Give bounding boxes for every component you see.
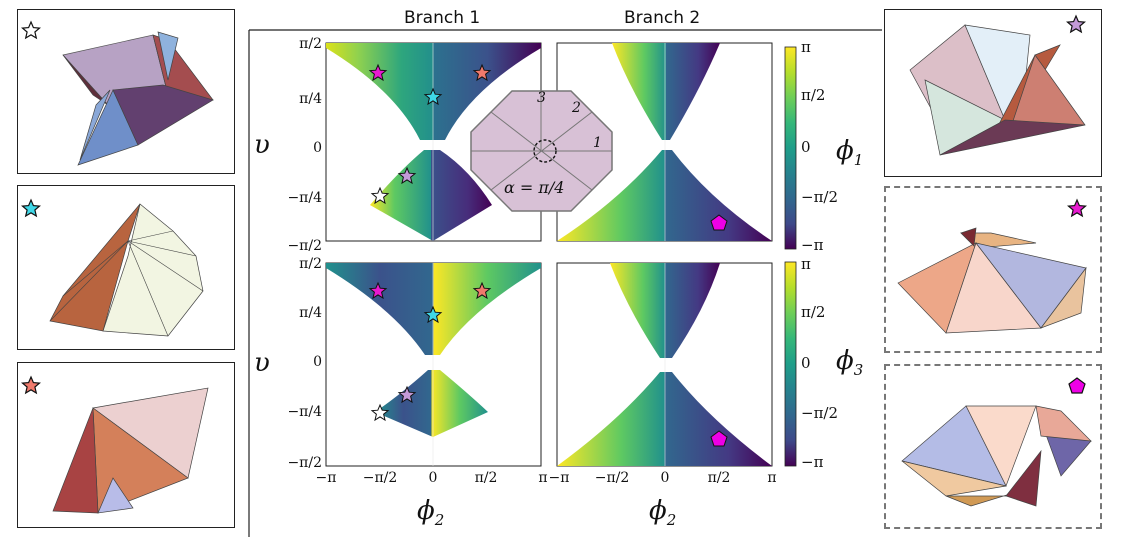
y-tick-bottom-4: −π/4	[287, 404, 322, 420]
folded-shape-salmon	[21, 375, 209, 514]
lavender-star-icon	[397, 385, 417, 404]
cbar-bottom-tick-5: −π	[801, 453, 824, 471]
magenta-star-icon	[368, 281, 388, 300]
inset-angle-label: α = π/4	[504, 178, 565, 197]
cyan-star-icon	[423, 305, 443, 324]
folded-shape-white	[21, 20, 214, 166]
cbar-top-tick-5: −π	[801, 236, 824, 254]
x-axis-label-right: ϕ2	[649, 496, 677, 530]
folded-shape-pentagon	[901, 377, 1092, 507]
x-tick-left-4: π/2	[474, 470, 498, 486]
cbar-bottom-tick-1: π	[801, 255, 811, 273]
colorbar-top	[784, 46, 797, 250]
folded-shape-cyan	[21, 198, 204, 337]
plot-branch1-phi3	[325, 262, 542, 467]
magenta-pentagon-icon	[1068, 377, 1086, 394]
x-tick-left-5: π	[538, 470, 548, 486]
cyan-star-icon	[21, 198, 41, 218]
cbar-bottom-tick-3: 0	[801, 354, 811, 372]
lavender-star-icon	[397, 166, 417, 185]
panel-cyan-star-fold	[17, 185, 235, 350]
y-tick-bottom-2: π/4	[299, 305, 322, 321]
x-tick-left-2: −π/2	[362, 470, 398, 486]
y-tick-top-3: 0	[313, 140, 322, 156]
salmon-star-icon	[21, 375, 41, 395]
cbar-top-tick-4: −π/2	[801, 188, 839, 206]
y-tick-bottom-1: π/2	[299, 256, 322, 272]
y-tick-bottom-3: 0	[313, 354, 322, 370]
white-star-icon	[370, 186, 390, 205]
y-tick-top-1: π/2	[299, 36, 322, 52]
cbar-top-tick-3: 0	[801, 138, 811, 156]
y-tick-top-4: −π/4	[287, 190, 322, 206]
cbar-bottom-tick-4: −π/2	[801, 404, 839, 422]
y-axis-label-bottom: υ	[254, 348, 270, 378]
crease-number-1: 1	[593, 135, 602, 151]
cyan-star-icon	[423, 87, 443, 106]
white-star-icon	[370, 403, 390, 422]
x-tick-left-3: 0	[428, 470, 438, 486]
crease-number-3: 3	[537, 90, 546, 106]
row-label-phi3: ϕ3	[836, 346, 864, 380]
row-label-phi1: ϕ1	[836, 136, 864, 170]
branch-1-title: Branch 1	[404, 8, 481, 28]
branch-2-title: Branch 2	[624, 8, 701, 28]
cbar-top-tick-1: π	[801, 38, 811, 56]
magenta-star-icon	[368, 63, 388, 82]
folded-shape-magenta	[897, 198, 1087, 334]
cbar-top-tick-2: π/2	[801, 86, 826, 104]
magenta-star-icon	[1067, 198, 1087, 218]
y-tick-bottom-5: −π/2	[287, 455, 322, 471]
x-tick-left-1: −π	[315, 470, 337, 486]
x-tick-right-5: π	[767, 470, 777, 486]
x-axis-label-left: ϕ2	[417, 496, 445, 530]
x-tick-right-2: −π/2	[594, 470, 630, 486]
magenta-pentagon-icon	[710, 430, 728, 447]
y-tick-top-5: −π/2	[287, 238, 322, 254]
folded-shape-lavender	[909, 14, 1086, 156]
crease-pattern-inset	[470, 90, 613, 212]
y-axis-label-top: υ	[254, 130, 270, 160]
panel-white-star-fold	[17, 9, 235, 174]
x-tick-right-1: −π	[548, 470, 570, 486]
crease-number-2: 2	[572, 100, 581, 116]
x-tick-right-4: π/2	[707, 470, 731, 486]
lavender-star-icon	[1066, 14, 1086, 34]
panel-magenta-pentagon-fold	[884, 364, 1102, 529]
panel-magenta-star-fold	[884, 186, 1102, 353]
panel-lavender-star-fold	[884, 9, 1102, 177]
magenta-pentagon-icon	[710, 214, 728, 231]
panel-salmon-star-fold	[17, 362, 235, 528]
y-tick-top-2: π/4	[299, 91, 322, 107]
plot-branch2-phi3	[556, 262, 773, 467]
white-star-icon	[21, 20, 41, 40]
colorbar-bottom	[784, 261, 797, 467]
x-tick-right-3: 0	[660, 470, 670, 486]
salmon-star-icon	[472, 63, 492, 82]
salmon-star-icon	[472, 281, 492, 300]
cbar-bottom-tick-2: π/2	[801, 303, 826, 321]
